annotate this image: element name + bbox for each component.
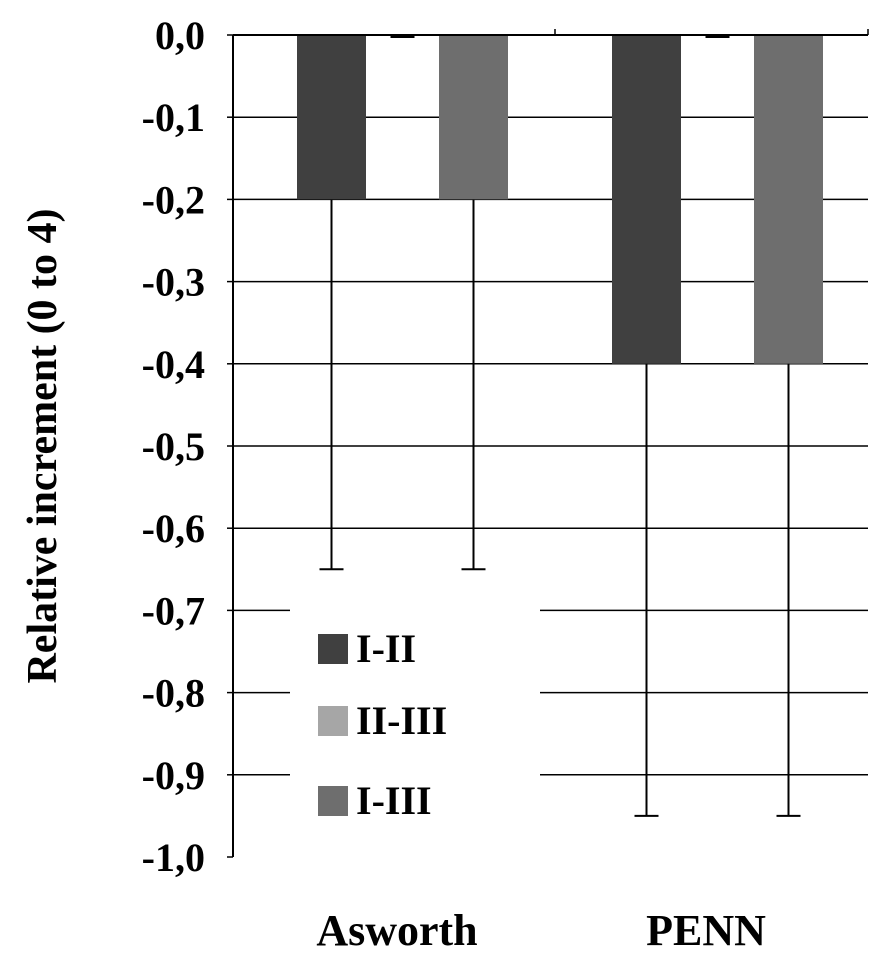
- axes: [227, 29, 869, 858]
- y-tick-label: -0,4: [142, 342, 205, 387]
- bar-I-III-PENN: [754, 35, 823, 364]
- bar-I-II-Asworth: [297, 35, 366, 200]
- y-tick-label: -0,6: [142, 506, 205, 551]
- category-labels: Asworth PENN: [316, 906, 766, 955]
- y-tick-label: 0,0: [155, 13, 205, 58]
- legend-label: I-II: [356, 626, 416, 671]
- legend-swatch: [318, 706, 348, 736]
- y-tick-label: -0,7: [142, 588, 205, 633]
- y-axis-label: Relative increment (0 to 4): [20, 208, 66, 683]
- bar-I-II-PENN: [612, 35, 681, 364]
- y-tick-label: -0,8: [142, 671, 205, 716]
- y-tick-label: -0,2: [142, 177, 205, 222]
- y-tick-label: -0,5: [142, 424, 205, 469]
- legend-label: I-III: [356, 778, 432, 823]
- y-tick-label: -1,0: [142, 835, 205, 880]
- y-tick-labels: 0,0 -0,1 -0,2 -0,3 -0,4 -0,5 -0,6 -0,7 -0,8 -0,9 -…: [142, 13, 205, 880]
- y-tick-label: -0,1: [142, 95, 205, 140]
- bar-I-III-Asworth: [439, 35, 508, 200]
- legend-label: II-III: [356, 698, 447, 743]
- category-label: PENN: [646, 906, 766, 955]
- legend-swatch: [318, 634, 348, 664]
- bars: [297, 35, 823, 364]
- error-bars: [319, 36, 801, 817]
- y-tick-label: -0,9: [142, 753, 205, 798]
- category-label: Asworth: [316, 906, 477, 955]
- legend-swatch: [318, 786, 348, 816]
- y-tick-label: -0,3: [142, 260, 205, 305]
